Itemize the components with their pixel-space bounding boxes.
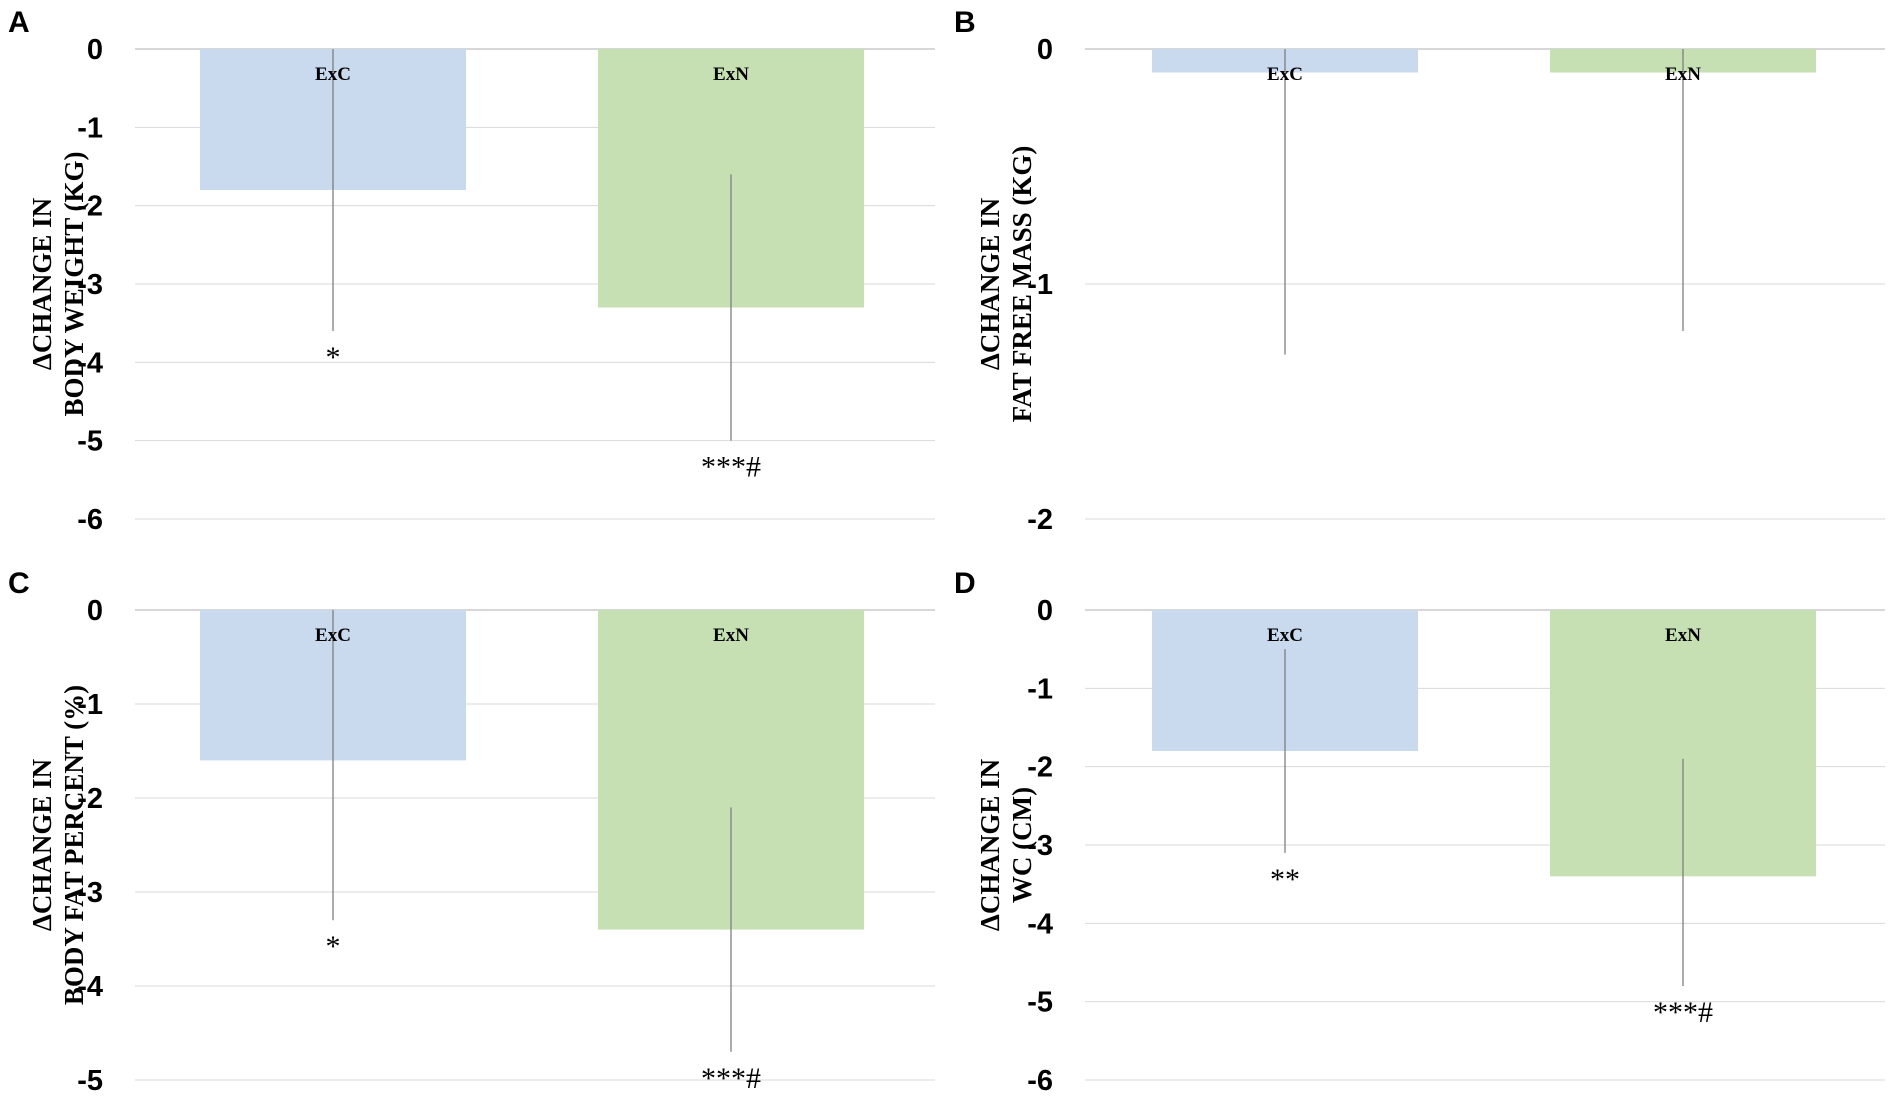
y-axis-label-line-2: BODY FAT PERCENT (%) <box>59 685 89 1005</box>
y-axis-label: ΔCHANGE INBODY FAT PERCENT (%) <box>27 685 89 1005</box>
y-axis-label: ΔCHANGE INWC (CM) <box>975 758 1037 931</box>
y-tick-label: -3 <box>77 877 103 909</box>
category-label: ExC <box>1267 625 1303 646</box>
panel-a: A 0 -1 -2 -3 -4 -5 -6 ΔCHANGE INBODY WEIGHT (KG)… <box>8 6 935 536</box>
y-axis-label: ΔCHANGE INFAT FREE MASS (KG) <box>975 146 1037 423</box>
y-tick-label: -3 <box>1027 830 1053 862</box>
y-tick-label: -6 <box>1027 1065 1053 1097</box>
category-label: ExC <box>315 64 351 85</box>
significance-marker: ***# <box>701 1062 761 1095</box>
panel-letter: C <box>8 567 30 600</box>
y-tick-label: 0 <box>1037 34 1053 66</box>
category-label: ExN <box>713 64 749 85</box>
y-tick-label: -1 <box>1027 673 1053 705</box>
y-tick-label: -5 <box>77 1065 103 1097</box>
category-label: ExN <box>1665 64 1701 85</box>
y-axis-label-line-1: ΔCHANGE IN <box>975 197 1005 370</box>
y-tick-label: 0 <box>1037 595 1053 627</box>
y-axis-label-line-1: ΔCHANGE IN <box>27 758 57 931</box>
panel-c: C 0 -1 -2 -3 -4 -5 ΔCHANGE INBODY FAT PERCENT (… <box>8 567 935 1097</box>
significance-marker: * <box>326 930 341 963</box>
y-tick-label: -1 <box>77 112 103 144</box>
y-tick-label: -2 <box>77 191 103 223</box>
y-tick-label: 0 <box>87 34 103 66</box>
category-label: ExC <box>315 625 351 646</box>
y-tick-label: -2 <box>1027 752 1053 784</box>
y-axis-label: ΔCHANGE INBODY WEIGHT (KG) <box>27 151 89 416</box>
y-tick-label: -2 <box>77 783 103 815</box>
significance-marker: ***# <box>1653 996 1713 1029</box>
y-axis-label-line-1: ΔCHANGE IN <box>27 197 57 370</box>
y-axis-label-line-2: WC (CM) <box>1007 787 1037 903</box>
y-tick-label: -4 <box>77 971 103 1003</box>
significance-marker: ***# <box>701 451 761 484</box>
category-label: ExN <box>713 625 749 646</box>
y-tick-label: -3 <box>77 269 103 301</box>
y-axis-label-line-2: FAT FREE MASS (KG) <box>1007 146 1037 423</box>
panel-letter: A <box>8 6 30 39</box>
y-tick-label: -2 <box>1027 504 1053 536</box>
y-tick-label: 0 <box>87 595 103 627</box>
y-axis-label-line-2: BODY WEIGHT (KG) <box>59 151 89 416</box>
y-tick-label: -5 <box>77 426 103 458</box>
y-tick-label: -4 <box>77 347 103 379</box>
y-tick-label: -5 <box>1027 987 1053 1019</box>
y-tick-label: -1 <box>1027 269 1053 301</box>
panel-letter: B <box>954 6 976 39</box>
significance-marker: ** <box>1270 863 1300 896</box>
y-tick-label: -6 <box>77 504 103 536</box>
category-label: ExN <box>1665 625 1701 646</box>
panel-b: B 0 -1 -2 ΔCHANGE INFAT FREE MASS (KG) ExC ExN <box>954 6 1885 536</box>
category-label: ExC <box>1267 64 1303 85</box>
significance-marker: * <box>326 341 341 374</box>
y-tick-label: -4 <box>1027 908 1053 940</box>
y-tick-label: -1 <box>77 689 103 721</box>
panel-letter: D <box>954 567 976 600</box>
y-axis-label-line-1: ΔCHANGE IN <box>975 758 1005 931</box>
